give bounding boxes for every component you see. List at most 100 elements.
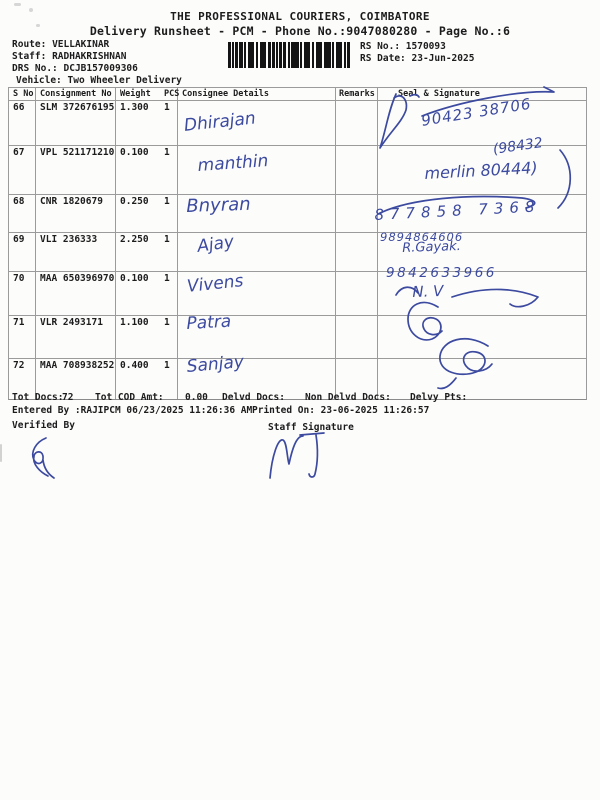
scan-edge-mark — [0, 444, 2, 462]
remarks-cell — [336, 195, 378, 232]
remarks-cell — [336, 359, 378, 399]
col-header-sno: S No — [9, 88, 36, 100]
sno-cell: 66 — [9, 101, 36, 145]
sno-cell: 72 — [9, 359, 36, 399]
page-title: THE PROFESSIONAL COURIERS, COIMBATORE — [170, 10, 430, 23]
sno-cell: 71 — [9, 316, 36, 358]
pcs-cell: 1 — [158, 316, 178, 358]
shipment-info-block: Route: VELLAKINAR Staff: RADHAKRISHNAN D… — [12, 39, 182, 87]
table-row-67: 67 VPL 521171210 0.100 1 — [9, 145, 586, 194]
entered-by-line: Entered By :RAJIPCM 06/23/2025 11:26:36 … — [12, 405, 253, 416]
printed-on-line: Printed On: 23-06-2025 11:26:57 — [252, 405, 430, 416]
barcode-icon — [228, 42, 350, 68]
col-header-consignment: Consignment No — [36, 88, 116, 100]
consignee-cell — [178, 101, 336, 145]
pcs-cell: 1 — [158, 101, 178, 145]
sno-cell: 69 — [9, 233, 36, 271]
col-header-seal: Seal & Signature — [398, 89, 480, 99]
signature-scribble-row66 — [379, 86, 555, 149]
staff-signature — [269, 432, 325, 479]
consignee-cell — [178, 272, 336, 315]
drs-value: DCJB157009306 — [63, 63, 138, 74]
remarks-cell — [336, 101, 378, 145]
staff-label: Staff: — [12, 51, 47, 62]
consignee-cell — [178, 233, 336, 271]
rs-no-line: RS No.: 1570093 — [360, 41, 474, 53]
route-value: VELLAKINAR — [52, 39, 110, 50]
route-line: Route: VELLAKINAR — [12, 39, 182, 51]
table-header-row: S No Consignment No Weight PCS Consignee… — [9, 88, 586, 100]
pcs-cell: 1 — [158, 359, 178, 399]
page-subtitle: Delivery Runsheet - PCM - Phone No.:9047… — [89, 24, 511, 38]
delvd-docs-label: Delvd Docs: — [222, 392, 285, 403]
tot-cod-label: Tot COD Amt: — [95, 392, 164, 403]
consignment-cell: MAA 708938252 — [36, 359, 116, 399]
staff-line: Staff: RADHAKRISHNAN — [12, 51, 182, 63]
drs-line: DRS No.: DCJB157009306 — [12, 63, 182, 75]
weight-cell: 0.100 — [120, 273, 149, 284]
seal-phone-handwriting: 9894864606 — [380, 230, 464, 244]
verified-by-label: Verified By — [12, 420, 75, 431]
remarks-cell — [336, 233, 378, 271]
scan-speck — [14, 3, 21, 6]
consignment-cell: CNR 1820679 — [36, 195, 116, 232]
rs-no-label: RS No.: — [360, 41, 401, 52]
consignee-handwriting: Bnyran — [186, 193, 251, 217]
col-header-pcs: PCS — [158, 88, 179, 100]
weight-cell: 1.100 — [120, 317, 149, 328]
weight-cell: 0.100 — [120, 147, 149, 158]
pcs-cell: 1 — [158, 146, 178, 194]
verified-by-signature — [31, 437, 55, 479]
tot-cod-value: 0.00 — [185, 392, 208, 403]
signature-scribble-row72 — [437, 337, 493, 390]
weight-cell: 0.250 — [120, 196, 149, 207]
remarks-cell — [336, 272, 378, 315]
signature-flourish-row70 — [395, 286, 539, 308]
sno-cell: 68 — [9, 195, 36, 232]
consignee-cell — [178, 195, 336, 232]
pcs-cell: 1 — [158, 195, 178, 232]
drs-label: DRS No.: — [12, 63, 58, 74]
remarks-cell — [336, 146, 378, 194]
col-header-consignee: Consignee Details — [178, 88, 336, 100]
large-paren-stroke — [557, 149, 572, 209]
consignment-cell: VLI 236333 — [36, 233, 116, 271]
delivery-table: S No Consignment No Weight PCS Consignee… — [8, 87, 587, 400]
seal-name-handwriting: R.Gayak. — [402, 238, 462, 256]
scan-speck — [29, 8, 33, 12]
remarks-cell — [336, 316, 378, 358]
pcs-cell: 1 — [158, 272, 178, 315]
pcs-cell: 1 — [158, 233, 178, 271]
staff-signature-label: Staff Signature — [268, 422, 354, 433]
route-label: Route: — [12, 39, 47, 50]
delvy-pts-label: Delvy Pts: — [410, 392, 468, 403]
consignment-cell: VLR 2493171 — [36, 316, 116, 358]
consignee-cell — [178, 359, 336, 399]
sno-cell: 67 — [9, 146, 36, 194]
consignee-cell — [178, 316, 336, 358]
seal-phone-handwriting: 9842633966 — [386, 265, 497, 281]
weight-cell: 1.300 — [120, 102, 149, 113]
vehicle-value: Two Wheeler Delivery — [67, 75, 182, 86]
weight-cell: 2.250 — [120, 234, 149, 245]
table-row-69: 69 VLI 236333 2.250 1 — [9, 232, 586, 271]
weight-cell: 0.400 — [120, 360, 149, 371]
consignment-cell: SLM 372676195 — [36, 101, 116, 145]
consignee-handwriting: Patra — [186, 311, 232, 334]
tot-docs-label: Tot Docs: — [12, 392, 64, 403]
consignment-cell: VPL 521171210 — [36, 146, 116, 194]
signature-flourish-row68 — [377, 195, 536, 215]
table-row-70: 70 MAA 650396970 0.100 1 — [9, 271, 586, 315]
rs-block: RS No.: 1570093 RS Date: 23-Jun-2025 — [360, 41, 474, 65]
consignee-cell — [178, 146, 336, 194]
consignment-cell: MAA 650396970 — [36, 272, 116, 315]
sno-cell: 70 — [9, 272, 36, 315]
vehicle-line: Vehicle: Two Wheeler Delivery — [12, 75, 182, 87]
col-header-remarks: Remarks — [336, 88, 378, 100]
table-row-72: 72 MAA 708938252 0.400 1 — [9, 358, 586, 399]
rs-date-line: RS Date: 23-Jun-2025 — [360, 53, 474, 65]
table-row-68: 68 CNR 1820679 0.250 1 — [9, 194, 586, 232]
vehicle-label: Vehicle: — [16, 75, 62, 86]
rs-date-label: RS Date: — [360, 53, 406, 64]
